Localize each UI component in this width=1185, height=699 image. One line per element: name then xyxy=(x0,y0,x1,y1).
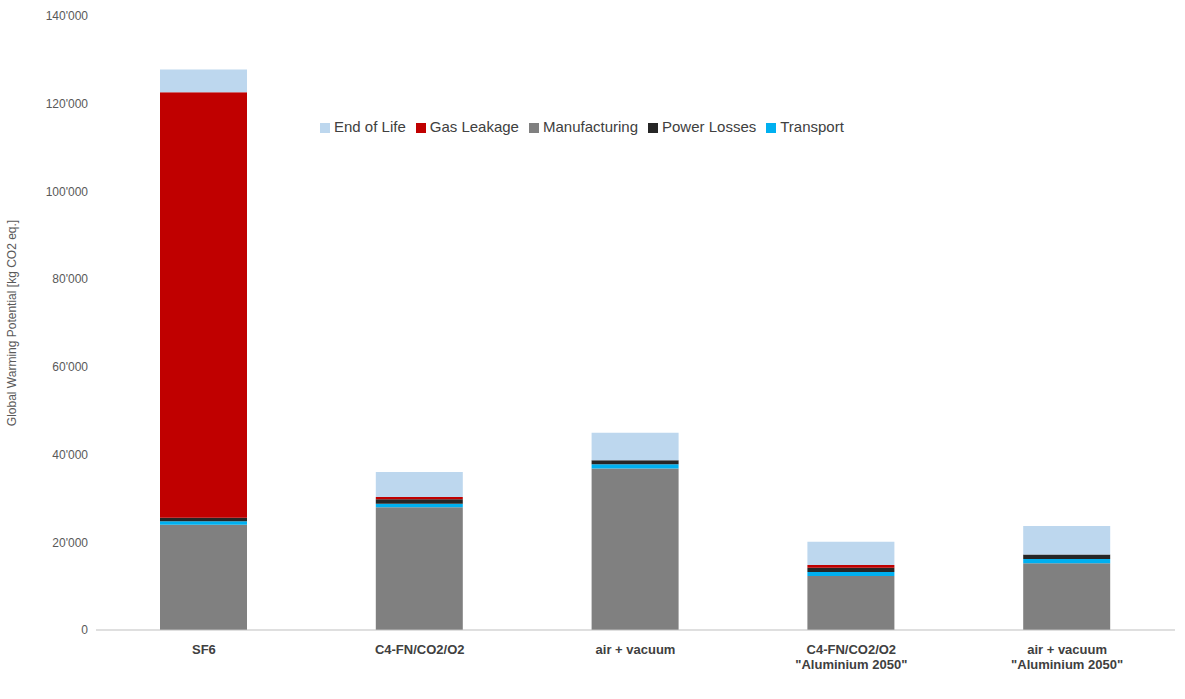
html-text:Gas Leakage: Gas Leakage xyxy=(429,118,519,135)
svg-text:60'000: 60'000 xyxy=(52,360,88,374)
html-text:Manufacturing: Manufacturing xyxy=(543,118,638,135)
svg-text:0: 0 xyxy=(81,623,88,637)
svg-text:120'000: 120'000 xyxy=(46,97,89,111)
svg-text:20'000: 20'000 xyxy=(52,536,88,550)
svg-text:C4-FN/CO2/O2"Aluminium 2050": C4-FN/CO2/O2"Aluminium 2050" xyxy=(795,642,907,672)
html-text:End of Life: End of Life xyxy=(334,118,406,135)
svg-text:SF6: SF6 xyxy=(192,642,216,657)
svg-text:40'000: 40'000 xyxy=(52,448,88,462)
html-text:Transport: Transport xyxy=(780,118,844,135)
svg-text:air + vacuum: air + vacuum xyxy=(596,642,676,657)
svg-text:80'000: 80'000 xyxy=(52,272,88,286)
svg-text:100'000: 100'000 xyxy=(46,185,89,199)
svg-text:140'000: 140'000 xyxy=(46,9,89,23)
svg-text:C4-FN/CO2/O2: C4-FN/CO2/O2 xyxy=(375,642,465,657)
svg-text:Global Warming Potential [kg C: Global Warming Potential [kg CO2 eq.] xyxy=(5,220,19,426)
svg-text:air + vacuum"Aluminium 2050": air + vacuum"Aluminium 2050" xyxy=(1011,642,1123,672)
html-text:Power Losses: Power Losses xyxy=(662,118,757,135)
